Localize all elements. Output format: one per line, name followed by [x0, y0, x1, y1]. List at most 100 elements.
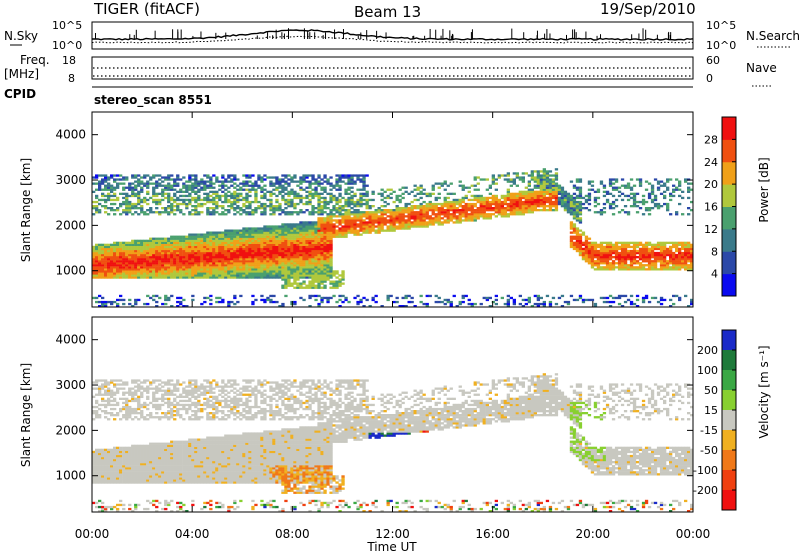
power-cell	[122, 254, 125, 256]
power-cell	[233, 238, 236, 240]
power-cell	[197, 242, 200, 244]
power-cell	[299, 234, 302, 236]
power-cell	[101, 303, 104, 305]
power-cell	[179, 264, 182, 266]
power-cell	[257, 187, 260, 189]
power-cell	[170, 238, 173, 240]
power-cell	[570, 201, 573, 203]
power-cell	[441, 207, 444, 209]
power-cell	[633, 252, 636, 254]
power-cell	[329, 195, 332, 197]
power-cell	[251, 303, 254, 305]
power-cell	[239, 250, 242, 252]
power-cell	[95, 176, 98, 178]
power-cell	[272, 189, 275, 191]
power-cell	[332, 295, 335, 297]
power-cell	[326, 215, 329, 217]
power-cell	[158, 203, 161, 205]
power-cell	[224, 248, 227, 250]
power-cell	[356, 189, 359, 191]
power-cell	[272, 211, 275, 213]
power-cell	[441, 205, 444, 207]
power-cell	[378, 211, 381, 213]
power-cell	[474, 178, 477, 180]
power-cell	[134, 248, 137, 250]
power-cell	[597, 264, 600, 266]
power-cell	[245, 207, 248, 209]
power-cell	[302, 181, 305, 183]
power-cell	[534, 207, 537, 209]
power-cell	[456, 219, 459, 221]
power-cell	[534, 193, 537, 195]
power-cell	[263, 236, 266, 238]
power-cell	[116, 266, 119, 268]
power-cell	[305, 197, 308, 199]
power-cell	[624, 244, 627, 246]
power-cell	[347, 174, 350, 176]
power-cell	[272, 262, 275, 264]
power-cell	[224, 213, 227, 215]
power-cell	[167, 185, 170, 187]
power-cell	[344, 203, 347, 205]
power-cell	[600, 211, 603, 213]
power-cell	[230, 240, 233, 242]
power-cell	[248, 238, 251, 240]
power-cell	[320, 276, 323, 278]
power-cell	[314, 270, 317, 272]
power-cell	[483, 217, 486, 219]
power-cell	[197, 195, 200, 197]
power-cell	[272, 256, 275, 258]
power-cell	[426, 209, 429, 211]
power-cell	[573, 230, 576, 232]
power-cell	[362, 223, 365, 225]
power-cell	[549, 201, 552, 203]
power-cell	[281, 174, 284, 176]
power-cell	[660, 181, 663, 183]
power-cell	[293, 234, 296, 236]
power-cell	[275, 301, 278, 303]
power-cell	[347, 227, 350, 229]
power-cell	[296, 232, 299, 234]
power-cell	[504, 303, 507, 305]
power-cell	[137, 256, 140, 258]
power-cell	[477, 201, 480, 203]
power-cell	[359, 203, 362, 205]
power-cell	[302, 281, 305, 283]
power-cell	[531, 195, 534, 197]
power-cell	[326, 274, 329, 276]
power-cell	[387, 195, 390, 197]
power-cell	[555, 201, 558, 203]
power-cell	[206, 181, 209, 183]
power-cell	[287, 232, 290, 234]
power-cell	[305, 287, 308, 289]
power-cell	[152, 191, 155, 193]
power-cell	[591, 242, 594, 244]
power-cell	[597, 268, 600, 270]
power-cell	[278, 256, 281, 258]
power-cell	[347, 213, 350, 215]
power-cell	[573, 185, 576, 187]
power-cell	[432, 219, 435, 221]
power-cell	[296, 181, 299, 183]
power-cell	[555, 209, 558, 211]
power-cell	[275, 178, 278, 180]
power-cell	[621, 185, 624, 187]
power-cell	[263, 258, 266, 260]
power-cell	[146, 270, 149, 272]
power-cell	[170, 209, 173, 211]
power-cell	[558, 197, 561, 199]
power-cell	[618, 264, 621, 266]
power-cell	[119, 262, 122, 264]
power-cell	[483, 178, 486, 180]
power-cell	[176, 197, 179, 199]
power-cell	[218, 276, 221, 278]
power-cell	[188, 244, 191, 246]
power-cell	[483, 197, 486, 199]
power-cell	[531, 201, 534, 203]
power-cell	[299, 189, 302, 191]
power-cell	[308, 250, 311, 252]
power-cell	[263, 174, 266, 176]
power-cell	[633, 195, 636, 197]
power-cell	[281, 181, 284, 183]
power-cell	[504, 201, 507, 203]
